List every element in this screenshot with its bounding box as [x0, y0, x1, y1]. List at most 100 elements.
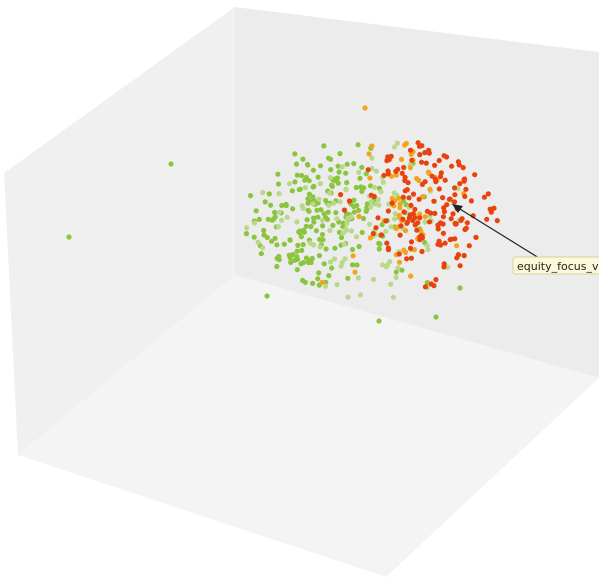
data-point	[365, 167, 371, 173]
data-point	[423, 160, 429, 166]
data-point	[447, 196, 453, 202]
data-point	[378, 189, 384, 195]
data-point	[393, 172, 399, 178]
data-points	[66, 105, 500, 324]
data-point	[371, 184, 378, 190]
data-point	[326, 155, 332, 161]
data-point	[451, 199, 458, 205]
data-point	[448, 216, 454, 222]
data-point	[311, 219, 317, 225]
data-point	[457, 181, 463, 187]
data-point	[396, 251, 402, 257]
data-point	[398, 156, 405, 162]
data-point	[356, 207, 362, 213]
data-point	[328, 259, 334, 265]
data-point	[373, 168, 379, 174]
data-point	[371, 193, 377, 200]
data-point	[392, 210, 398, 217]
data-point	[425, 247, 431, 253]
data-point	[473, 234, 479, 240]
data-point	[412, 215, 418, 221]
data-point	[388, 281, 394, 287]
data-point	[375, 215, 381, 221]
data-point	[258, 251, 264, 257]
data-point	[370, 276, 377, 282]
data-point	[307, 240, 313, 246]
data-point	[457, 285, 463, 291]
data-point	[462, 193, 468, 199]
data-point	[341, 207, 348, 213]
data-point	[338, 192, 344, 198]
data-point	[388, 224, 394, 230]
data-point	[323, 279, 329, 285]
data-point	[409, 157, 415, 163]
data-point	[316, 253, 322, 259]
data-point	[272, 209, 278, 215]
data-point	[436, 157, 442, 164]
data-point	[323, 246, 329, 252]
data-point	[256, 216, 262, 222]
data-point	[276, 253, 282, 260]
data-point	[320, 223, 326, 229]
data-point	[253, 208, 259, 214]
data-point	[429, 173, 435, 179]
data-point	[410, 191, 417, 197]
data-point	[325, 209, 331, 215]
data-point	[412, 206, 418, 212]
data-point	[393, 269, 399, 275]
data-point	[363, 208, 369, 214]
annotation-label: equity_focus_vec	[512, 256, 599, 275]
data-point	[450, 211, 456, 217]
data-point	[442, 240, 448, 246]
data-point	[399, 170, 405, 176]
data-point	[302, 185, 308, 191]
data-point	[305, 196, 311, 202]
data-point	[304, 217, 310, 223]
data-point	[339, 259, 345, 266]
data-point	[395, 265, 401, 271]
data-point	[381, 172, 387, 178]
data-point	[437, 220, 444, 226]
data-point	[317, 181, 323, 187]
data-point	[265, 216, 271, 222]
data-point	[326, 273, 332, 279]
data-point	[334, 282, 340, 288]
data-point	[402, 174, 408, 180]
data-point	[336, 169, 342, 175]
data-point	[344, 161, 350, 167]
data-point	[303, 255, 310, 261]
data-point	[66, 234, 72, 240]
data-point	[313, 228, 319, 234]
data-point	[383, 228, 389, 234]
data-point	[281, 241, 287, 247]
data-point	[416, 196, 422, 202]
data-point	[344, 227, 350, 233]
data-point	[317, 244, 323, 250]
data-point	[375, 197, 381, 203]
data-point	[376, 246, 382, 252]
data-point	[310, 280, 316, 286]
data-point	[462, 176, 468, 182]
data-point	[399, 267, 405, 273]
data-point	[272, 235, 278, 241]
data-point	[398, 223, 404, 229]
data-point	[357, 292, 363, 298]
data-point	[422, 284, 428, 290]
data-point	[351, 161, 357, 167]
data-point	[332, 256, 338, 262]
data-point	[251, 220, 258, 226]
data-point	[435, 241, 441, 247]
data-point	[436, 186, 442, 192]
data-point	[426, 219, 433, 225]
data-point	[352, 269, 358, 275]
data-point	[353, 184, 359, 191]
data-point	[440, 195, 446, 201]
data-point	[359, 188, 365, 194]
data-point	[338, 234, 345, 241]
data-point	[432, 210, 438, 216]
data-point	[355, 275, 361, 281]
data-point	[457, 263, 463, 269]
data-point	[422, 214, 428, 220]
data-point	[251, 234, 257, 240]
data-point	[288, 259, 294, 265]
